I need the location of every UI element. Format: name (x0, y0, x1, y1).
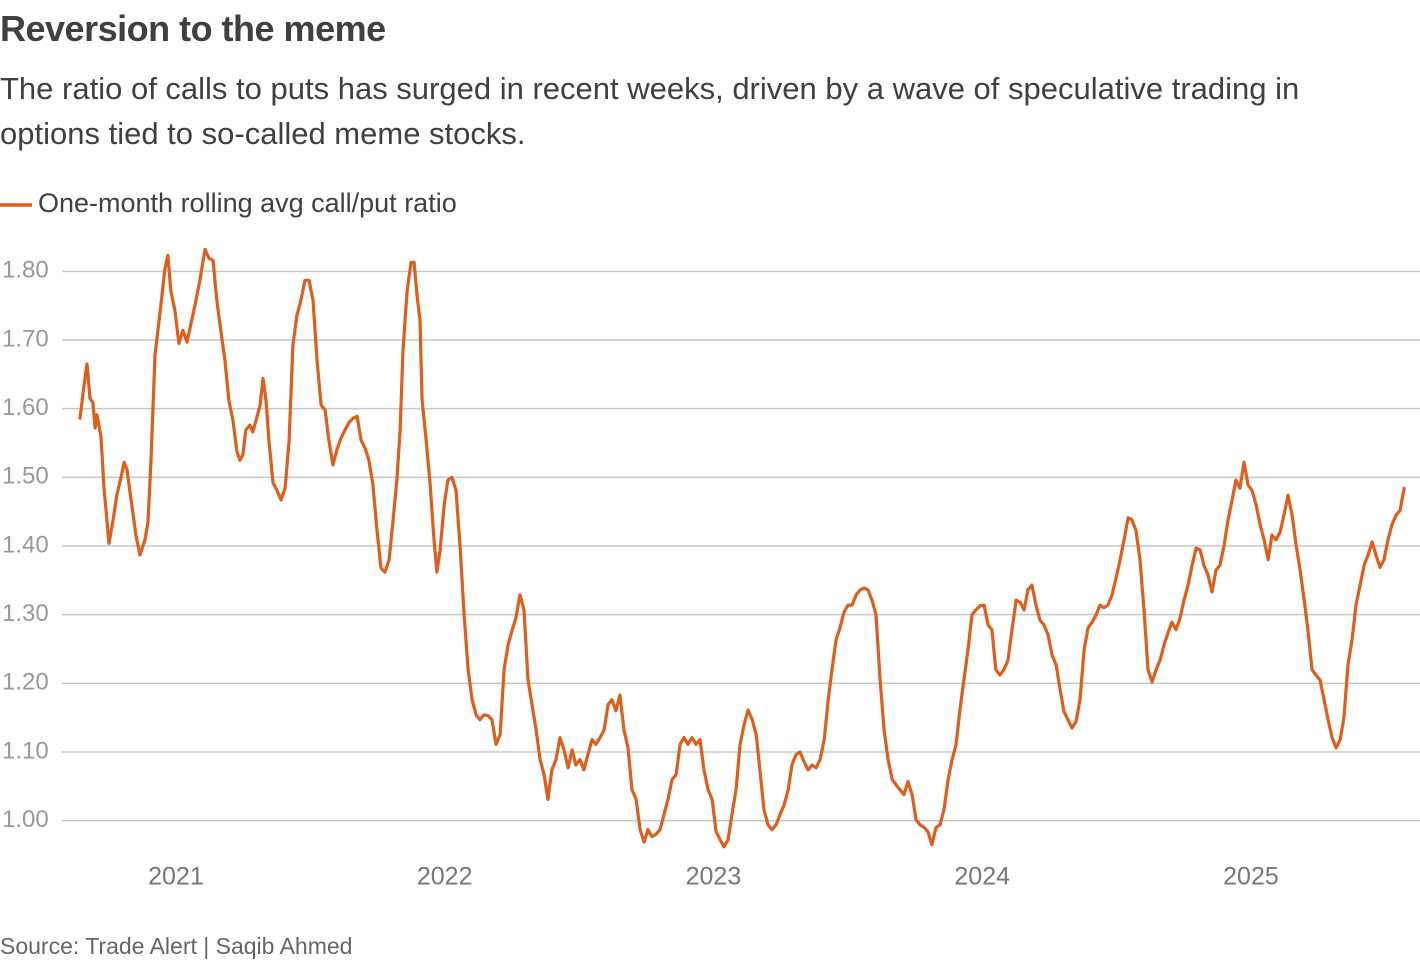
x-tick-label: 2024 (954, 863, 1010, 891)
chart-subtitle: The ratio of calls to puts has surged in… (0, 71, 1300, 151)
y-tick-label: 1.20 (2, 669, 49, 696)
x-tick-label: 2022 (417, 863, 473, 891)
source-note: Source: Trade Alert | Saqib Ahmed (0, 933, 353, 959)
y-tick-label: 1.70 (2, 325, 49, 352)
x-tick-label: 2023 (686, 863, 742, 891)
chart-title: Reversion to the meme (0, 8, 386, 49)
y-tick-label: 1.80 (2, 257, 49, 284)
y-tick-label: 1.50 (2, 463, 49, 490)
legend-label: One-month rolling avg call/put ratio (38, 188, 457, 218)
x-tick-label: 2021 (148, 863, 204, 891)
y-tick-label: 1.10 (2, 737, 49, 764)
y-tick-label: 1.30 (2, 600, 49, 627)
y-tick-label: 1.40 (2, 531, 49, 558)
x-tick-label: 2025 (1223, 863, 1279, 891)
y-tick-label: 1.60 (2, 394, 49, 421)
data-line (78, 247, 1406, 849)
y-tick-label: 1.00 (2, 806, 49, 833)
